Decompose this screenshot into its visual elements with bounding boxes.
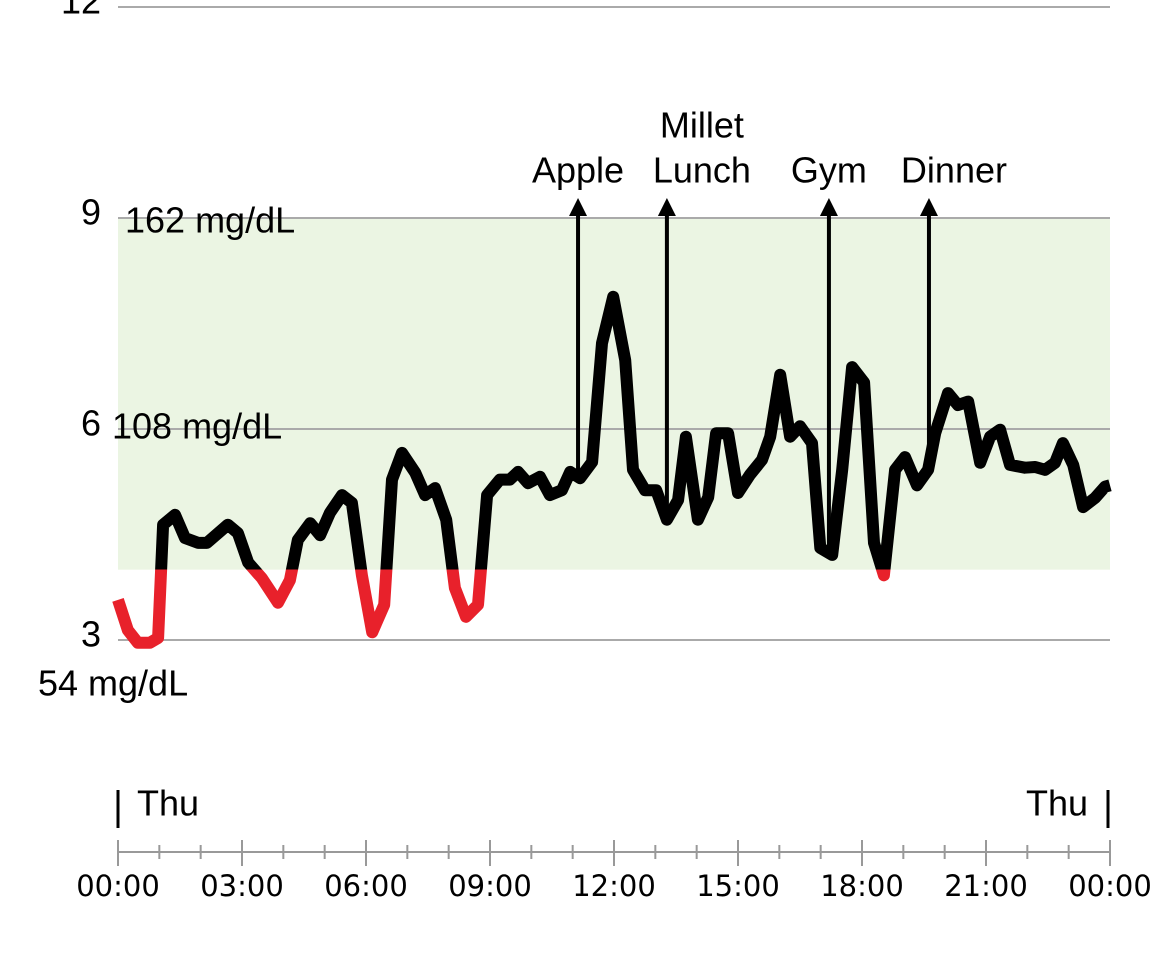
x-tick-label: 06:00 xyxy=(324,869,408,903)
event-arrowhead xyxy=(819,198,838,216)
day-label: Thu xyxy=(1026,783,1088,824)
event-arrowhead xyxy=(919,198,938,216)
day-label: Thu xyxy=(137,783,199,824)
event-label: Millet xyxy=(660,105,744,146)
x-tick-label: 15:00 xyxy=(696,869,780,903)
x-tick-label: 18:00 xyxy=(820,869,904,903)
event-label: Dinner xyxy=(901,150,1007,191)
target-range xyxy=(118,218,1110,570)
mgdl-label: 162 mg/dL xyxy=(125,200,295,241)
glucose-line xyxy=(112,290,1112,649)
y-tick-label: 3 xyxy=(81,614,101,655)
x-tick-label: 03:00 xyxy=(200,869,284,903)
x-tick-label: 00:00 xyxy=(76,869,160,903)
y-tick-label: 12 xyxy=(61,0,101,22)
y-tick-label: 9 xyxy=(81,192,101,233)
mgdl-label: 54 mg/dL xyxy=(38,663,188,704)
mgdl-label: 108 mg/dL xyxy=(112,406,282,447)
event-arrowhead xyxy=(657,198,676,216)
y-tick-label: 6 xyxy=(81,403,101,444)
x-tick-label: 09:00 xyxy=(448,869,532,903)
x-tick-label: 21:00 xyxy=(944,869,1028,903)
event-label: Gym xyxy=(791,150,867,191)
x-tick-label: 00:00 xyxy=(1068,869,1152,903)
x-tick-label: 12:00 xyxy=(572,869,656,903)
event-label: Apple xyxy=(532,150,624,191)
event-arrowhead xyxy=(569,198,588,216)
event-label: Lunch xyxy=(653,150,751,191)
